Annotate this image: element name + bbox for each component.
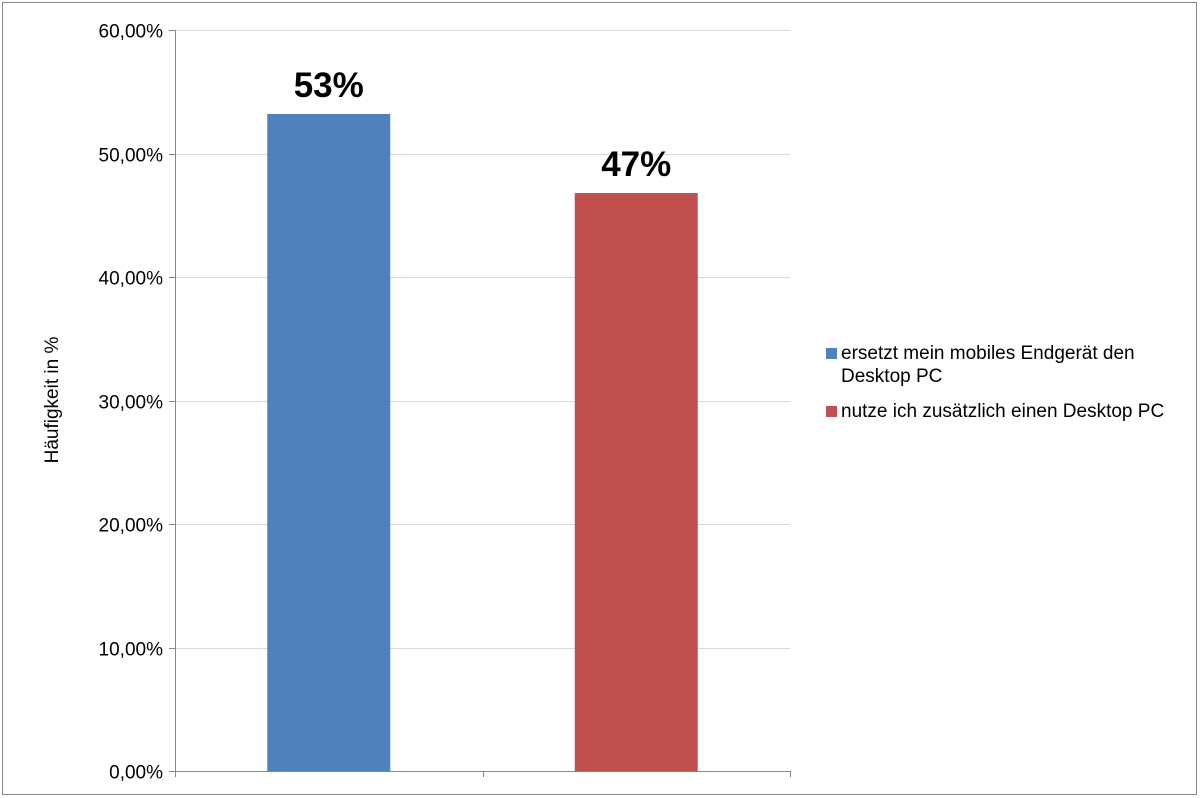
legend-label: nutze ich zusätzlich einen Desktop PC (841, 401, 1165, 422)
legend-item-2: nutze ich zusätzlich einen Desktop PC (826, 400, 1166, 423)
y-tick-label: 20,00% (99, 516, 164, 537)
bars (267, 113, 698, 772)
bar-2 (574, 193, 698, 771)
y-axis-title: Häufigkeit in % (42, 337, 63, 464)
data-labels: 53% 47% (294, 66, 672, 184)
y-tick-label: 40,00% (99, 269, 164, 290)
legend-item-1: ersetzt mein mobiles Endgerät den Deskto… (826, 342, 1166, 388)
legend-label: ersetzt mein mobiles Endgerät den Deskto… (841, 343, 1135, 387)
y-tick-label: 0,00% (109, 763, 163, 784)
y-tick-label: 60,00% (99, 22, 164, 43)
y-tick-label: 10,00% (99, 640, 164, 661)
data-label-2: 47% (601, 145, 671, 184)
bar-1 (267, 113, 391, 772)
y-tick-label: 50,00% (99, 146, 164, 167)
y-tick-label: 30,00% (99, 393, 164, 414)
axes: 0,00% 10,00% 20,00% 30,00% 40,00% 50,00% 60,00… (99, 22, 791, 784)
data-label-1: 53% (294, 66, 364, 105)
legend-swatch (826, 406, 837, 417)
legend-swatch (826, 348, 837, 359)
legend: ersetzt mein mobiles Endgerät den Deskto… (826, 342, 1166, 435)
